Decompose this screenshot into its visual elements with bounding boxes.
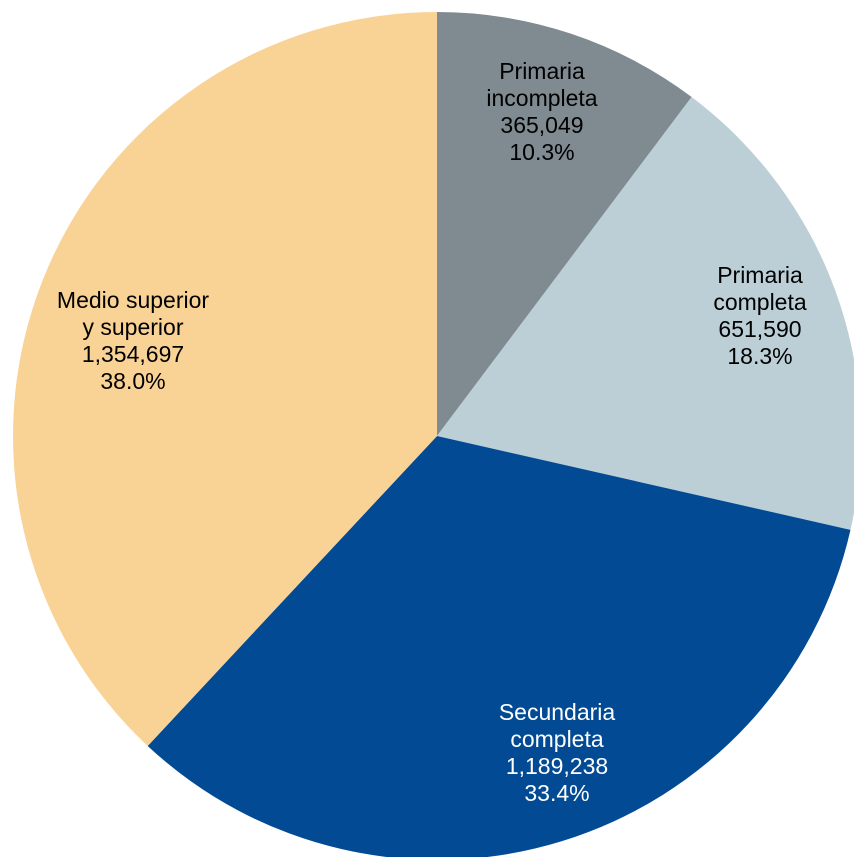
slice-value-label: 1,354,697: [82, 341, 184, 367]
slice-category-label: Medio superior: [57, 287, 209, 313]
pie-slice: [437, 96, 854, 530]
slice-percent-label: 38.0%: [100, 368, 165, 394]
slice-category-label: y superior: [83, 314, 184, 340]
slice-category-label: Primaria: [499, 58, 585, 84]
slice-category-label: Primaria: [717, 262, 803, 288]
slice-value-label: 1,189,238: [506, 753, 608, 779]
slice-percent-label: 10.3%: [509, 139, 574, 165]
slice-category-label: incompleta: [486, 85, 597, 111]
slice-category-label: completa: [510, 726, 604, 752]
slice-category-label: Secundaria: [499, 699, 616, 725]
pie-slice: [147, 436, 851, 857]
pie-slice: [437, 12, 692, 436]
slice-value-label: 651,590: [718, 316, 801, 342]
slice-percent-label: 18.3%: [727, 343, 792, 369]
pie-labels: Primariaincompleta365,04910.3%Primariaco…: [57, 58, 807, 806]
pie-slices: [13, 11, 854, 857]
slice-percent-label: 33.4%: [524, 780, 589, 806]
slice-category-label: completa: [713, 289, 807, 315]
pie-slice: [13, 11, 438, 746]
slice-value-label: 365,049: [500, 112, 583, 138]
